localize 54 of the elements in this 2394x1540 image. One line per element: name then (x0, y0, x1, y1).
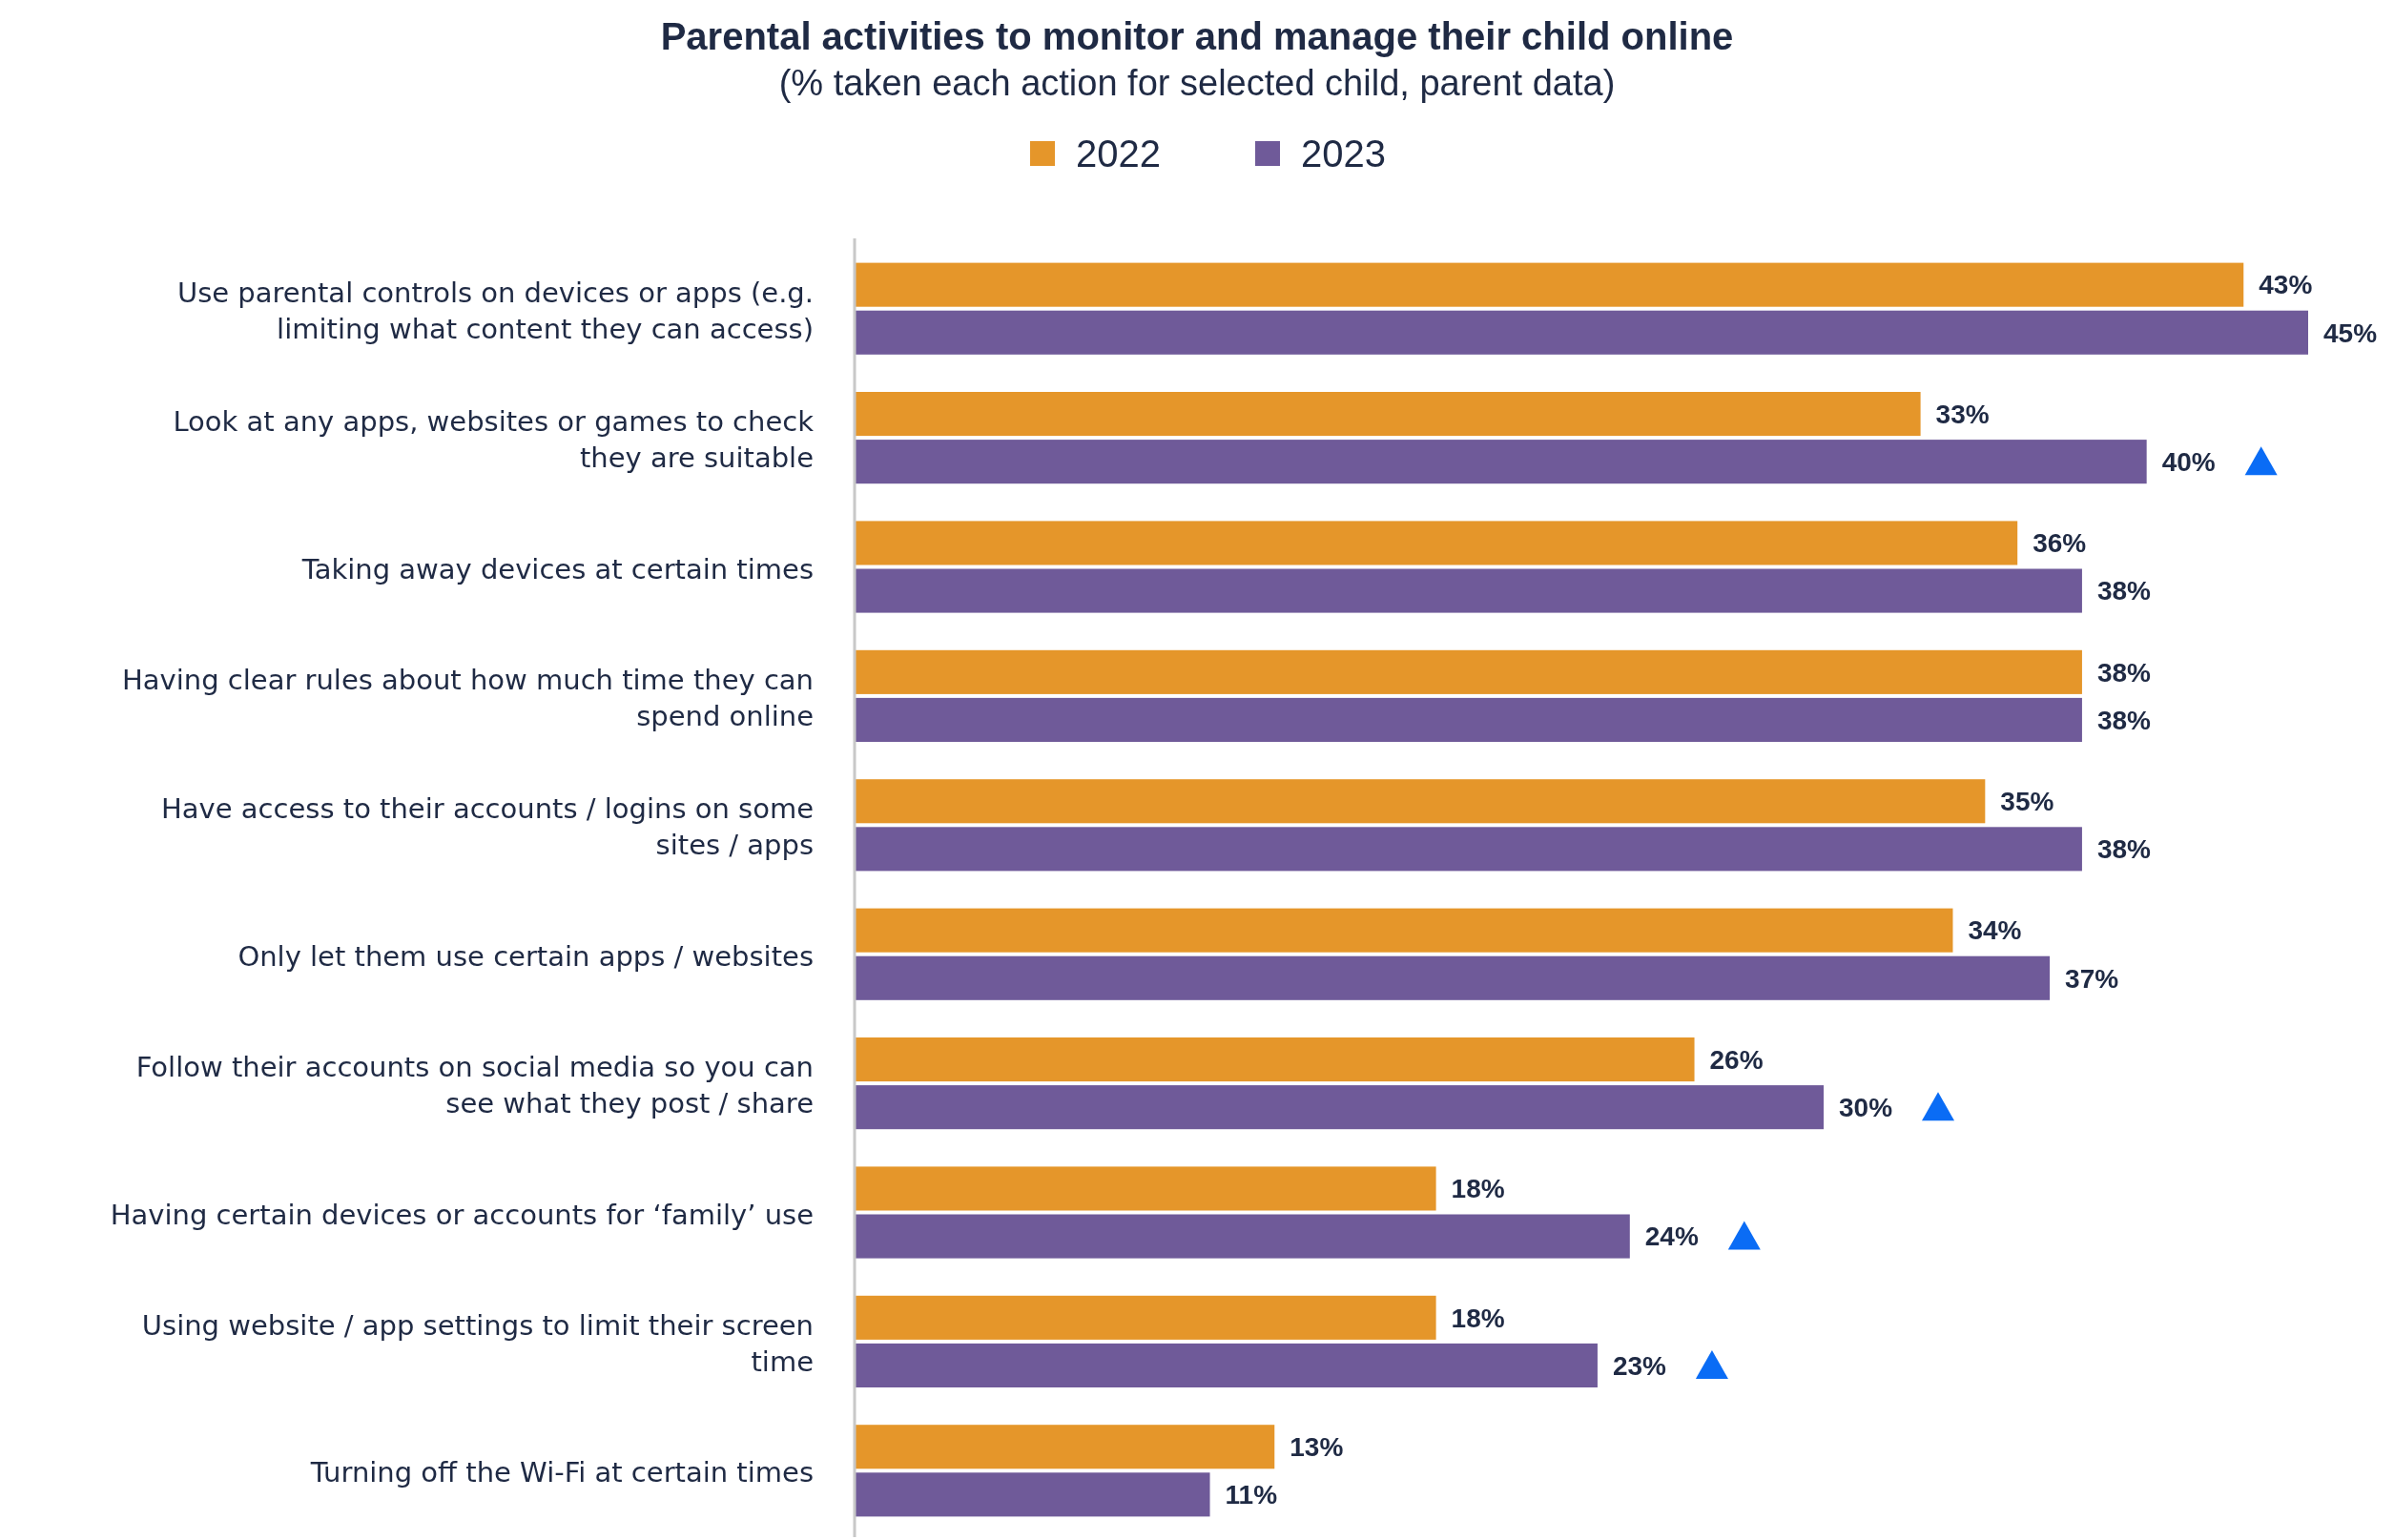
bar (855, 1214, 1630, 1259)
y-tick-label: Use parental controls on devices or apps (e.g. limiting what content they can access) (176, 276, 814, 345)
bar (855, 649, 2082, 694)
data-label: 45% (2323, 318, 2378, 348)
data-label: 26% (1709, 1044, 1764, 1075)
data-label: 38% (2096, 834, 2152, 865)
y-tick-label: Using website / app settings to limit their screen time (141, 1309, 814, 1379)
data-label: 35% (2000, 787, 2054, 817)
data-label: 24% (1644, 1222, 1699, 1252)
data-label: 18% (1451, 1174, 1505, 1204)
legend-label: 2023 (1301, 133, 1386, 175)
data-label: 36% (2033, 528, 2087, 559)
bar (855, 392, 1921, 437)
data-label: 11% (1225, 1480, 1278, 1510)
bar (855, 779, 1986, 824)
legend-label: 2022 (1076, 133, 1161, 175)
bar (855, 1425, 1275, 1469)
y-tick-label: Follow their accounts on social media so you can see what they post / share (135, 1051, 814, 1120)
chart-title: Parental activities to monitor and manage their child online (660, 15, 1734, 57)
data-label: 43% (2259, 270, 2313, 300)
data-label: 18% (1451, 1303, 1505, 1333)
bar (855, 1037, 1695, 1082)
bar (855, 908, 1953, 953)
bar (855, 262, 2244, 307)
bar (855, 697, 2082, 742)
y-tick-label: Taking away devices at certain times (300, 552, 814, 585)
bar (855, 568, 2082, 613)
data-label: 37% (2065, 963, 2119, 994)
data-label: 40% (2161, 446, 2216, 477)
data-label: 33% (1935, 399, 1990, 429)
bar (855, 955, 2051, 1000)
bar (855, 1472, 1210, 1517)
data-label: 38% (2096, 705, 2152, 735)
bar (855, 1343, 1598, 1387)
y-tick-label: Having certain devices or accounts for ‘family’ use (110, 1198, 814, 1231)
bar (855, 1085, 1824, 1130)
y-tick-label: Have access to their accounts / logins on some sites / apps (161, 792, 814, 862)
data-label: 13% (1290, 1432, 1344, 1463)
y-tick-label: Turning off the Wi-Fi at certain times (309, 1456, 814, 1489)
data-label: 23% (1612, 1350, 1667, 1381)
bar (855, 521, 2018, 565)
bar (855, 1295, 1436, 1340)
bar (855, 1166, 1436, 1211)
chart-subtitle: (% taken each action for selected child, parent data) (778, 63, 1616, 103)
y-tick-label: Only let them use certain apps / websites (237, 939, 814, 973)
y-tick-label: Look at any apps, websites or games to check they are suitable (173, 405, 815, 475)
y-tick-label: Having clear rules about how much time they can spend online (121, 664, 814, 733)
bar (855, 827, 2082, 872)
bar (855, 310, 2308, 355)
data-label: 34% (1968, 915, 2022, 946)
bar (855, 440, 2147, 484)
data-label: 30% (1839, 1092, 1893, 1122)
data-label: 38% (2096, 657, 2152, 688)
data-label: 38% (2096, 576, 2152, 606)
